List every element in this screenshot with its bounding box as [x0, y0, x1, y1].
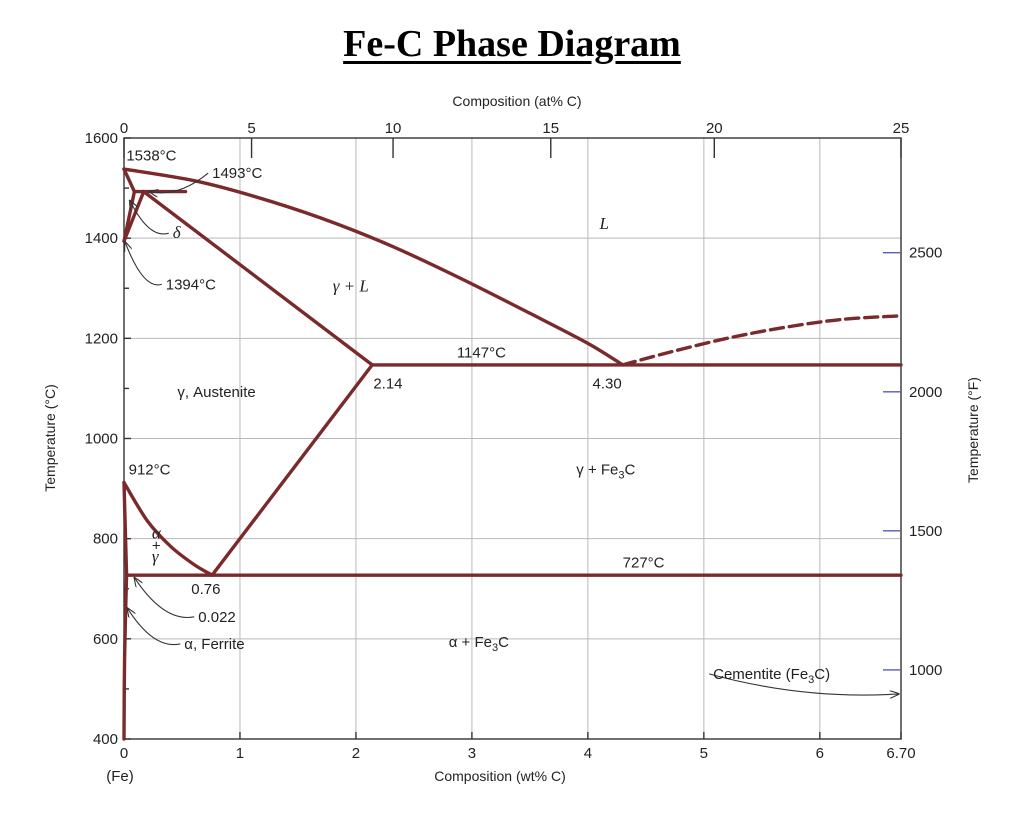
phase-boundaries	[122, 167, 903, 741]
annotation-label: 1538°C	[126, 148, 176, 165]
phase-boundary-line	[122, 167, 625, 367]
y-right-tick-label: 1000	[909, 662, 942, 679]
top-tick-label: 25	[893, 120, 910, 137]
liquidus-dashed-line	[620, 314, 903, 367]
top-tick-label: 20	[706, 120, 723, 137]
annotation-label: γ	[152, 547, 160, 566]
annotation-arrow	[150, 172, 209, 193]
y-tick-label: 1400	[85, 230, 118, 247]
phase-boundary-line	[122, 480, 129, 577]
x-axis-label: Composition (wt% C)	[434, 768, 565, 784]
y-tick-label: 600	[93, 631, 118, 648]
annotation-arrow	[134, 578, 195, 619]
annotation-label: 0.022	[198, 609, 236, 626]
y-tick-label: 1600	[85, 130, 118, 147]
annotation-label: 0.76	[191, 581, 220, 598]
top-tick-label: 0	[120, 120, 128, 137]
annotation-label: α	[152, 524, 162, 543]
y-tick-label: 800	[93, 531, 118, 548]
y-right-axis-label: Temperature (°F)	[965, 377, 981, 483]
y-axis-label: Temperature (°C)	[42, 384, 58, 492]
annotation-arrow	[130, 201, 169, 235]
annotation-label: 1147°C	[457, 344, 506, 361]
annotation-label: 912°C	[129, 462, 171, 479]
top-tick-label: 5	[247, 120, 255, 137]
y-tick-label: 1200	[85, 330, 118, 347]
annotation-label: δ	[173, 223, 182, 242]
annotation-label: γ + Fe3C	[576, 462, 635, 482]
y-right-tick-label: 2000	[909, 384, 942, 401]
annotation-label: 4.30	[593, 375, 622, 392]
phase-boundary-line	[210, 363, 374, 577]
grid	[124, 138, 901, 739]
annotation-label: 1493°C	[212, 165, 262, 182]
annotation-label: 727°C	[623, 555, 665, 572]
phase-boundary-line	[122, 189, 146, 243]
annotation-label: 2.14	[373, 375, 402, 392]
top-tick-label: 15	[542, 120, 559, 137]
phase-boundary-line	[122, 573, 129, 741]
page-title: Fe-C Phase Diagram	[343, 23, 681, 65]
annotation-arrows	[125, 172, 899, 695]
phase-boundary-line	[122, 480, 214, 577]
x-tick-label: 6	[816, 745, 824, 762]
x-tick-label: 5	[700, 745, 708, 762]
annotation-label: L	[598, 214, 608, 233]
annotation-arrow	[125, 242, 162, 286]
annotation-label: γ, Austenite	[177, 384, 255, 401]
annotation-arrow	[708, 673, 899, 695]
x-left-end-label: (Fe)	[106, 768, 134, 785]
y-tick-label: 400	[93, 731, 118, 748]
x-tick-label: 3	[468, 745, 476, 762]
annotation-label: +	[152, 538, 161, 555]
x-tick-label: 6.70	[886, 745, 915, 762]
y-right-tick-label: 2500	[909, 245, 942, 262]
x-tick-label: 0	[120, 745, 128, 762]
phase-boundary-line	[122, 167, 137, 194]
x-tick-label: 2	[352, 745, 360, 762]
annotation-label: Cementite (Fe3C)	[713, 666, 830, 686]
y-right-tick-label: 1500	[909, 523, 942, 540]
x-tick-label: 4	[584, 745, 592, 762]
top-axis-label: Composition (at% C)	[452, 93, 581, 109]
annotation-label: γ + L	[333, 276, 369, 295]
top-tick-label: 10	[385, 120, 402, 137]
phase-boundary-line	[142, 189, 374, 367]
annotation-arrow	[127, 608, 181, 646]
annotation-label: 1394°C	[166, 276, 216, 293]
annotation-label: α + Fe3C	[449, 634, 509, 654]
y-tick-label: 1000	[85, 431, 118, 448]
annotation-label: α, Ferrite	[184, 636, 244, 653]
x-tick-label: 1	[236, 745, 244, 762]
